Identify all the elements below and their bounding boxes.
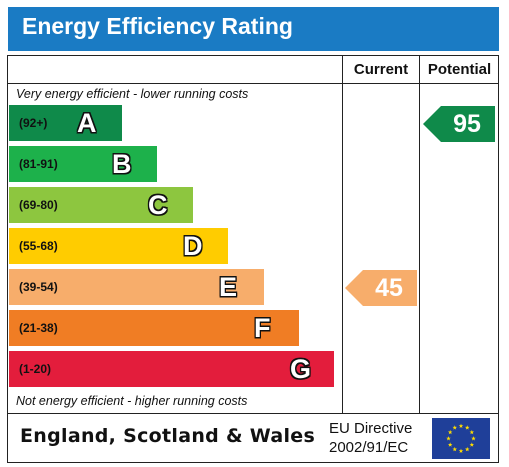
band-range-label: (81-91) <box>19 157 58 171</box>
band-f: (21-38) F <box>9 310 299 346</box>
potential-rating-arrow-shape <box>423 106 495 142</box>
band-letter: D <box>183 231 203 261</box>
band-c: (69-80) C <box>9 187 193 223</box>
eu-directive-line2: 2002/91/EC <box>329 439 409 456</box>
band-range-label: (21-38) <box>19 321 58 335</box>
band-b: (81-91) B <box>9 146 157 182</box>
eu-star <box>464 446 470 452</box>
current-rating-arrow: 45 <box>345 270 417 306</box>
band-g: (1-20) G <box>9 351 334 387</box>
potential-column-divider <box>419 55 420 414</box>
band-e: (39-54) E <box>9 269 264 305</box>
eu-star <box>471 436 476 441</box>
band-range-label: (92+) <box>19 116 48 130</box>
chart-title: Energy Efficiency Rating <box>22 13 293 39</box>
eu-star <box>469 442 475 447</box>
potential-column-header: Potential <box>427 61 492 78</box>
bottom-note: Not energy efficient - higher running co… <box>16 394 248 408</box>
potential-rating-arrow-value: 95 <box>453 110 481 138</box>
rating-table-frame <box>7 55 499 463</box>
eu-star <box>447 442 453 447</box>
region-label: England, Scotland & Wales <box>20 425 316 447</box>
eu-star <box>458 448 464 453</box>
eu-star <box>447 429 453 435</box>
band-letter: E <box>219 272 238 302</box>
band-letter: G <box>290 354 312 384</box>
band-range-label: (39-54) <box>19 280 58 294</box>
eu-star <box>446 436 451 441</box>
band-range-label: (69-80) <box>19 198 58 212</box>
eu-star <box>469 429 475 435</box>
eu-star <box>458 423 464 428</box>
potential-rating-arrow: 95 <box>423 106 495 142</box>
header-row-divider <box>7 83 499 84</box>
eu-directive-line1: EU Directive <box>329 420 413 437</box>
eu-star <box>452 446 458 452</box>
current-rating-arrow-value: 45 <box>375 274 403 302</box>
footer-divider <box>7 413 499 414</box>
header-bar <box>8 7 499 51</box>
band-range-label: (1-20) <box>19 362 52 376</box>
eu-star <box>464 425 470 430</box>
band-letter: F <box>254 313 271 343</box>
band-a: (92+) A <box>9 105 122 141</box>
top-note: Very energy efficient - lower running co… <box>16 87 249 101</box>
current-column-divider <box>342 55 343 414</box>
current-column-header: Current <box>353 61 409 78</box>
potential-rating-arrow-polygon <box>423 106 495 142</box>
band-range-label: (55-68) <box>19 239 58 253</box>
eu-flag-icon <box>432 418 490 459</box>
band-d: (55-68) D <box>9 228 228 264</box>
current-rating-arrow-polygon <box>345 270 417 306</box>
band-letter: C <box>148 190 168 220</box>
band-letter: B <box>112 149 132 179</box>
eu-star <box>452 425 458 430</box>
current-rating-arrow-shape <box>345 270 417 306</box>
band-letter: A <box>77 108 97 138</box>
